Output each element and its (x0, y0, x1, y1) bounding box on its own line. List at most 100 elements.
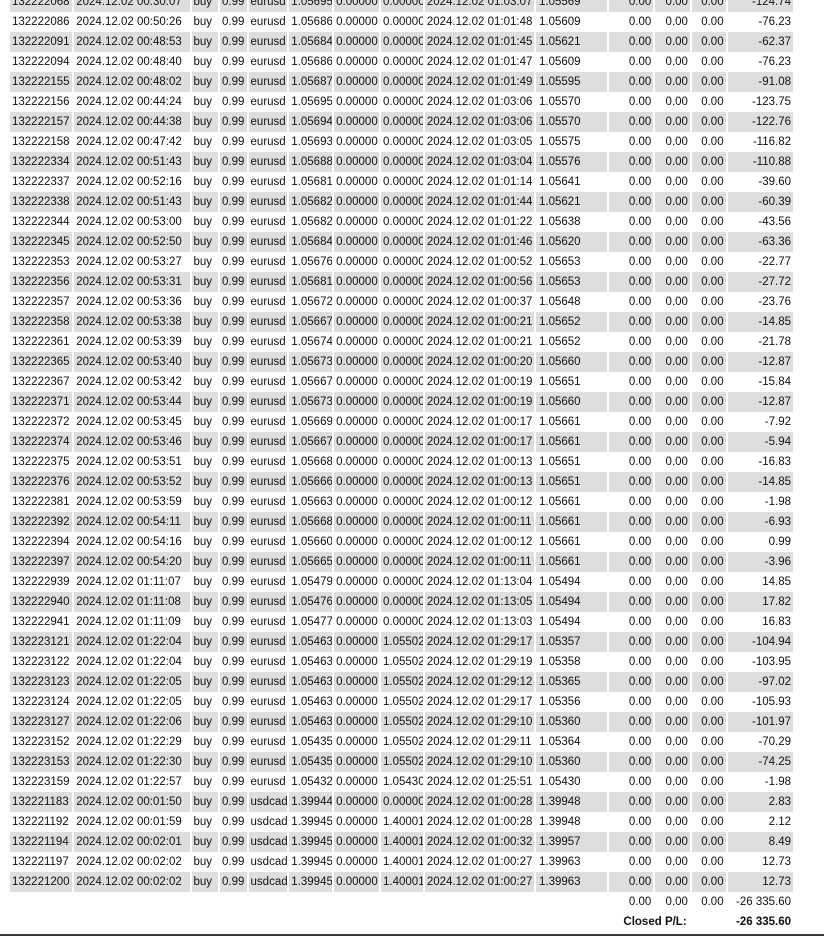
table-row: 132222353 2024.12.02 00:53:27 buy 0.99 eurus… (10, 252, 793, 272)
cell-sl: 0.00000 (334, 152, 380, 172)
cell-symbol: eurusd (248, 432, 288, 452)
cell-size: 0.99 (220, 272, 247, 292)
cell-ticket: 132222367 (12, 376, 70, 388)
cell-close-time: 2024.12.02 01:03:05 (426, 136, 533, 148)
cell-close-price: 1.05358 (539, 656, 581, 668)
cell-type: buy (191, 752, 219, 772)
cell-sl: 0.00000 (336, 56, 378, 68)
cell-open-time: 2024.12.02 00:30:07 (74, 0, 190, 12)
cell-close-price: 1.39948 (536, 792, 608, 812)
cell-size: 0.99 (220, 712, 247, 732)
cell-open-price: 1.05681 (289, 272, 333, 292)
cell-symbol: eurusd (250, 496, 286, 508)
totals-row: 0.00 0.00 0.00 -26 335.60 (10, 892, 793, 912)
cell-ticket: 132222337 (12, 176, 70, 188)
cell-ticket: 132222157 (10, 112, 73, 132)
cell-close-time: 2024.12.02 01:00:12 (426, 536, 533, 548)
cell-close-time: 2024.12.02 01:00:27 (424, 872, 534, 892)
cell-ticket: 132222091 (10, 32, 73, 52)
cell-ticket: 132222358 (10, 312, 73, 332)
cell-size: 0.99 (220, 672, 247, 692)
cell-type: buy (191, 272, 219, 292)
cell-close-time: 2024.12.02 01:00:32 (424, 832, 534, 852)
cell-tp: 0.00000 (383, 216, 423, 228)
cell-swap: 0.00 (701, 536, 724, 548)
cell-symbol: eurusd (248, 192, 288, 212)
cell-ticket: 132222356 (10, 272, 73, 292)
cell-profit: -14.85 (727, 472, 793, 492)
cell-ticket: 132221197 (12, 856, 69, 868)
cell-commission: 0.00 (609, 392, 654, 412)
cell-close-price: 1.05651 (539, 376, 581, 388)
cell-swap: 0.00 (701, 656, 724, 668)
closed-trades-table: 132222068 2024.12.02 00:30:07 buy 0.99 eurus… (8, 0, 795, 932)
cell-open-time: 2024.12.02 00:02:02 (76, 856, 182, 868)
cell-open-time: 2024.12.02 01:22:29 (76, 736, 182, 748)
cell-close-time: 2024.12.02 01:29:12 (424, 672, 534, 692)
cell-swap: 0.00 (691, 472, 726, 492)
cell-size: 0.99 (222, 496, 245, 508)
cell-close-time: 2024.12.02 01:01:45 (424, 32, 534, 52)
cell-close-price: 1.05360 (536, 712, 608, 732)
table-row: 132222068 2024.12.02 00:30:07 buy 0.99 eurus… (10, 0, 793, 12)
cell-symbol: eurusd (248, 592, 288, 612)
cell-profit: -7.92 (764, 416, 791, 428)
cell-type: buy (193, 176, 213, 188)
table-row: 132221183 2024.12.02 00:01:50 buy 0.99 usdca… (10, 792, 793, 812)
cell-symbol: eurusd (248, 152, 288, 172)
cell-open-price: 1.05684 (289, 232, 333, 252)
cell-close-time: 2024.12.02 01:01:48 (426, 16, 533, 28)
cell-profit: -22.77 (758, 256, 791, 268)
cell-close-price: 1.05609 (539, 16, 581, 28)
cell-close-time: 2024.12.02 01:13:03 (426, 616, 533, 628)
cell-type: buy (193, 136, 213, 148)
cell-size: 0.99 (222, 416, 245, 428)
cell-symbol: eurusd (250, 96, 286, 108)
cell-type: buy (193, 416, 213, 428)
cell-sl: 0.00000 (336, 416, 378, 428)
cell-close-time: 2024.12.02 01:00:21 (424, 312, 534, 332)
cell-symbol: eurusd (250, 616, 286, 628)
cell-profit: -91.08 (727, 72, 793, 92)
cell-open-time: 2024.12.02 00:53:44 (74, 392, 190, 412)
cell-taxes: 0.00 (655, 792, 690, 812)
cell-close-time: 2024.12.02 01:01:14 (426, 176, 533, 188)
cell-open-time: 2024.12.02 00:01:50 (74, 792, 190, 812)
cell-tp: 0.00000 (381, 512, 423, 532)
table-row: 132222939 2024.12.02 01:11:07 buy 0.99 eurus… (10, 572, 793, 592)
cell-commission: 0.00 (609, 512, 654, 532)
cell-type: buy (191, 72, 219, 92)
cell-symbol: usdcad (248, 792, 288, 812)
cell-swap: 0.00 (701, 416, 724, 428)
cell-close-price: 1.05660 (536, 392, 608, 412)
cell-symbol: eurusd (250, 456, 286, 468)
table-row: 132222091 2024.12.02 00:48:53 buy 0.99 eurus… (10, 32, 793, 52)
cell-close-time: 2024.12.02 01:00:37 (426, 296, 533, 308)
table-row: 132223153 2024.12.02 01:22:30 buy 0.99 eurus… (10, 752, 793, 772)
cell-tp: 0.00000 (383, 616, 423, 628)
cell-commission: 0.00 (628, 256, 652, 268)
cell-commission: 0.00 (628, 56, 652, 68)
cell-size: 0.99 (220, 392, 247, 412)
cell-close-price: 1.39957 (536, 832, 608, 852)
cell-commission: 0.00 (628, 296, 652, 308)
cell-size: 0.99 (220, 632, 247, 652)
cell-swap: 0.00 (701, 496, 724, 508)
cell-close-time: 2024.12.02 01:03:06 (426, 96, 533, 108)
cell-open-time: 2024.12.02 00:53:40 (74, 352, 190, 372)
cell-tp: 0.00000 (383, 136, 423, 148)
cell-tp: 1.05502 (381, 672, 423, 692)
cell-commission: 0.00 (609, 752, 654, 772)
cell-swap: 0.00 (701, 136, 724, 148)
cell-type: buy (191, 872, 219, 892)
cell-symbol: eurusd (250, 336, 286, 348)
cell-sl: 0.00000 (336, 856, 378, 868)
cell-size: 0.99 (220, 232, 247, 252)
table-row: 132222157 2024.12.02 00:44:38 buy 0.99 eurus… (10, 112, 793, 132)
cell-close-time: 2024.12.02 01:13:05 (424, 592, 534, 612)
cell-tp: 1.05502 (381, 752, 423, 772)
cell-commission: 0.00 (609, 192, 654, 212)
cell-close-price: 1.05653 (539, 256, 581, 268)
cell-type: buy (193, 96, 213, 108)
table-row: 132222374 2024.12.02 00:53:46 buy 0.99 eurus… (10, 432, 793, 452)
